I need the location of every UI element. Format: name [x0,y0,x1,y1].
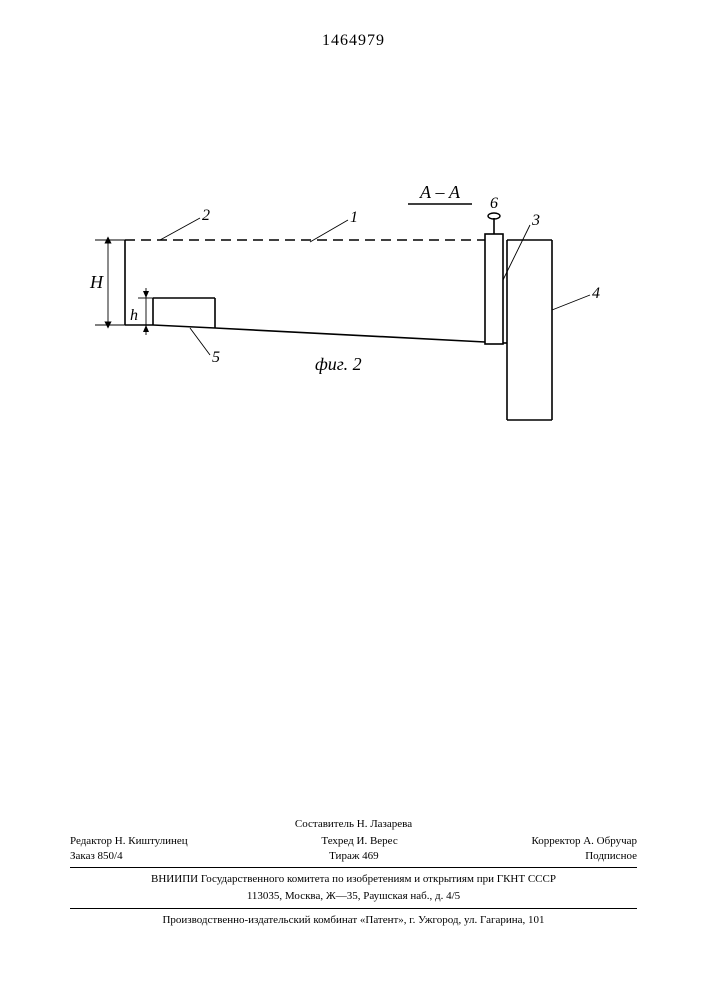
callout-1: 1 [350,209,358,226]
callout-4: 4 [592,285,600,302]
compiler-line: Составитель Н. Лазарева [70,817,637,832]
figure-svg: А – А [60,170,650,430]
h-dim-label: h [130,307,138,324]
leader-5 [190,328,210,355]
bottom-slope [215,328,485,342]
printer-line: Производственно-издательский комбинат «П… [70,913,637,928]
H-dim-label: Н [89,272,104,292]
doc-number: 1464979 [0,32,707,50]
editor-line: Редактор Н. Киштулинец [70,834,188,849]
org-line-1: ВНИИПИ Государственного комитета по изоб… [70,872,637,887]
callout-3: 3 [531,212,540,229]
h-arrow-top [143,291,149,298]
section-label: А – А [419,182,461,202]
leader-2 [160,218,200,240]
h-arrow-bot [143,325,149,332]
callout-6: 6 [490,195,498,212]
print-run-line: Тираж 469 [329,849,379,864]
figure-2-diagram: А – А [60,170,650,430]
footer-rule-1 [70,867,637,868]
org-line-2: 113035, Москва, Ж—35, Раушская наб., д. … [70,889,637,904]
leader-4 [552,295,590,310]
footer-rule-2 [70,908,637,909]
callout-5: 5 [212,349,220,366]
corrector-line: Корректор А. Обручар [531,834,637,849]
subscription-line: Подписное [585,849,637,864]
figure-label: фиг. 2 [315,354,362,374]
colophon: Составитель Н. Лазарева Редактор Н. Кишт… [70,817,637,930]
order-line: Заказ 850/4 [70,849,123,864]
page: 1464979 А – А [0,0,707,1000]
bottom-under-step [153,325,215,328]
callout-2: 2 [202,207,210,224]
leader-1 [310,220,348,242]
gate [485,234,503,344]
tech-line: Техред И. Верес [321,834,397,849]
